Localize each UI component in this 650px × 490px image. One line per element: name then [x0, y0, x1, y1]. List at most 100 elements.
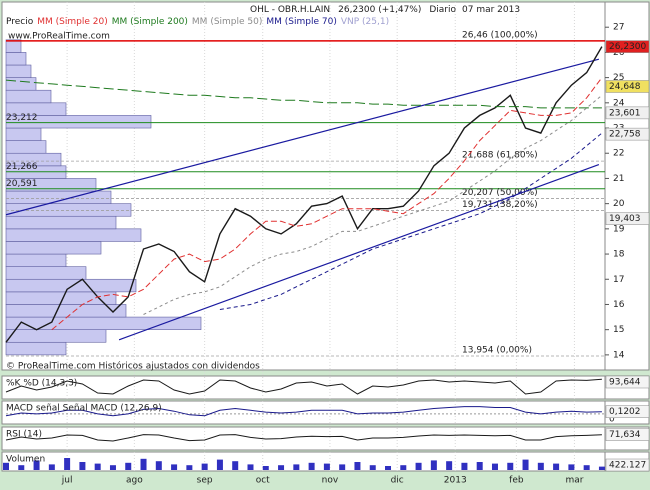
current-label: 71,634: [609, 430, 641, 440]
level-label: 21,688 (61,80%): [462, 151, 538, 161]
volume-bar: [186, 465, 193, 470]
volume-bar: [33, 460, 40, 470]
level-label: 26,46 (100,00%): [462, 30, 538, 40]
volume-bar: [125, 462, 132, 470]
legend-entry: MM (Simple 70): [266, 17, 336, 27]
price-label-box: [605, 80, 650, 93]
volume-bar: [583, 465, 590, 470]
volume-profile-bar: [5, 52, 27, 66]
current-label: 93,644: [609, 378, 641, 388]
volume-bar: [48, 464, 55, 470]
volume-bar: [18, 465, 25, 470]
watermark: www.ProRealTime.com: [8, 32, 110, 42]
volume-bar: [553, 463, 560, 470]
x-tick-label: feb: [509, 476, 524, 486]
price-label: 22,758: [609, 130, 641, 140]
volume-bar: [415, 462, 422, 470]
panel-title: %K %D (14,3,3): [6, 379, 77, 389]
y-tick-label: 26: [613, 48, 625, 58]
legend-entry: Precio: [6, 17, 34, 27]
x-tick-label: oct: [256, 476, 270, 486]
level-label: 23,212: [6, 113, 38, 123]
volume-bar: [171, 464, 178, 470]
price-label: 26,2300: [609, 42, 646, 52]
legend-entry: VNP (25,1): [341, 17, 389, 27]
volume-bar: [79, 462, 86, 470]
volume-bar: [232, 461, 239, 470]
volume-bar: [94, 463, 101, 470]
volume-bar: [507, 462, 514, 470]
volume-profile-bar: [5, 127, 42, 141]
y-tick-label: 18: [613, 250, 625, 260]
footer: © ProRealTime.com Históricos ajustados c…: [6, 361, 260, 372]
volume-profile-bar: [5, 253, 67, 267]
volume-profile-bar: [5, 77, 37, 91]
current-box: [605, 428, 650, 441]
volume-profile-bar: [5, 341, 67, 356]
price-label-box: [605, 40, 650, 53]
axis-panel: [604, 1, 650, 371]
level-label: 13,954 (0,00%): [462, 346, 532, 356]
y-tick-label: 14: [613, 350, 625, 360]
y-tick-label: 22: [613, 149, 624, 159]
volume-profile-bar: [5, 266, 87, 280]
series-line: [51, 77, 603, 331]
volume-bar: [446, 461, 453, 470]
series-line: [143, 94, 603, 315]
volume-bar: [369, 465, 376, 470]
volume-bar: [308, 462, 315, 470]
price-label: 19,403: [609, 214, 641, 224]
current-box: [605, 375, 650, 389]
series-line: [5, 79, 602, 109]
current-label: 0,1202: [609, 407, 641, 417]
series-line: [5, 406, 602, 417]
volume-bar: [3, 462, 9, 470]
volume-bar: [476, 462, 483, 470]
y-tick-label: 20: [613, 199, 625, 209]
volume-bar: [522, 459, 529, 470]
trend-line: [118, 164, 600, 341]
header-date: 07 mar 2013: [462, 5, 520, 15]
panel: [1, 375, 606, 400]
volume-profile-bar: [5, 329, 107, 343]
volume-bar: [64, 458, 71, 470]
volume-profile-bar: [5, 140, 47, 154]
y-tick-label: 15: [613, 325, 624, 335]
y-tick-label: 24: [613, 98, 625, 108]
volume-bar: [247, 464, 254, 470]
volume-profile-bar: [5, 190, 112, 204]
current-box: [605, 405, 650, 418]
volume-profile-bar: [5, 241, 102, 255]
volume-bar: [430, 460, 437, 470]
volume-bar: [140, 458, 147, 470]
y-tick-label: 0: [609, 414, 615, 424]
y-tick-label: 19: [613, 224, 625, 234]
header-quote: 26,2300 (+1,47%): [338, 5, 421, 15]
volume-bar: [491, 463, 498, 470]
volume-profile-bar: [5, 316, 202, 330]
y-tick-label: 17: [613, 275, 624, 285]
price-label-box: [605, 212, 650, 225]
level-label: 20,591: [6, 179, 38, 189]
header-period: Diario: [429, 5, 456, 15]
panel: [1, 451, 606, 472]
panel-title: MACD señal Señal MACD (12,26,9): [6, 404, 162, 414]
legend-entry: MM (Simple 50): [192, 17, 262, 27]
volume-bar: [537, 462, 544, 470]
legend-entry: MM (Simple 200): [112, 17, 188, 27]
x-tick-label: ago: [126, 476, 143, 486]
series-line: [5, 46, 603, 343]
y-tick-label: 21: [613, 174, 624, 184]
volume-bar: [400, 465, 407, 470]
panel-title: Volumen: [6, 455, 45, 465]
y-tick-label: 16: [613, 300, 625, 310]
volume-bar: [109, 465, 116, 470]
volume-bar: [598, 466, 605, 470]
volume-bar: [201, 463, 208, 470]
legend-entry: MM (Simple 20): [37, 17, 107, 27]
volume-profile-bar: [5, 39, 22, 53]
volume-profile-bar: [5, 215, 117, 230]
current-box: [605, 458, 650, 472]
series-line: [5, 378, 602, 395]
